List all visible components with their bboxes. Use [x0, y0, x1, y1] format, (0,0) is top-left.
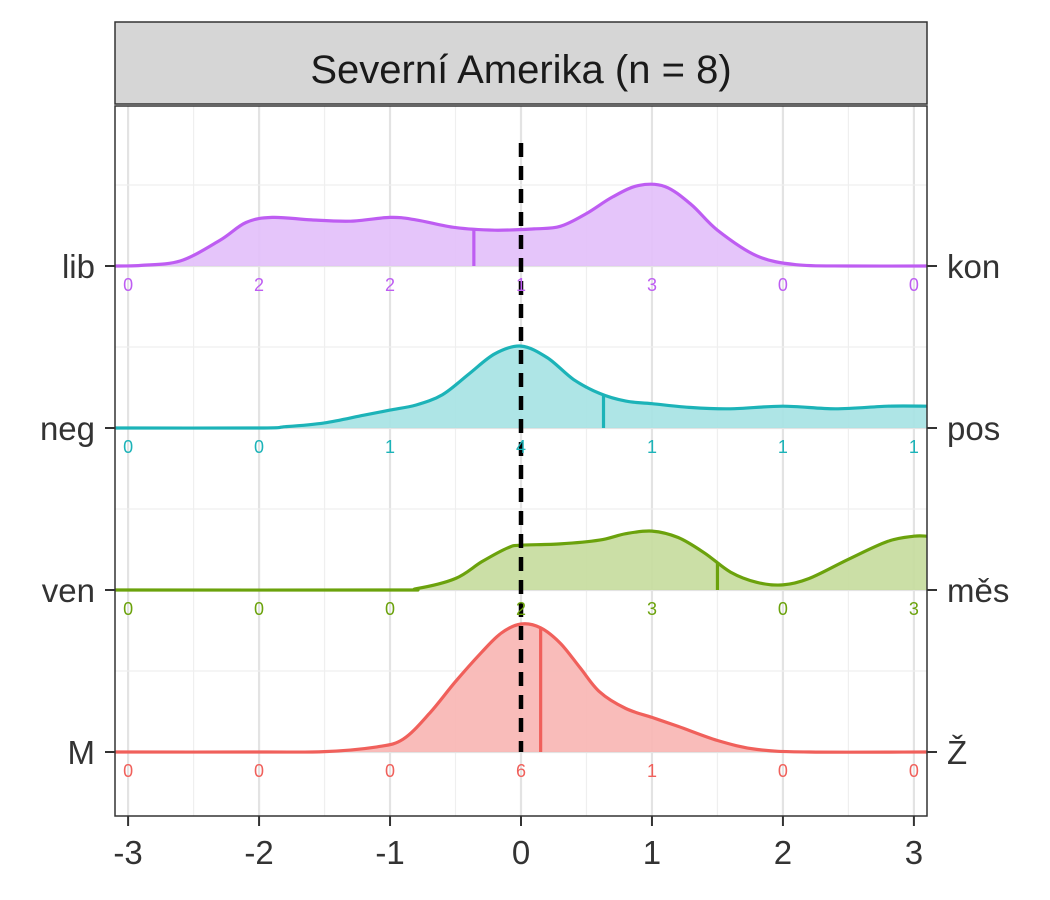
- density-fill: [115, 346, 927, 429]
- count-label: 3: [909, 599, 919, 619]
- density-series: [114, 622, 928, 754]
- count-label: 1: [516, 275, 526, 295]
- count-label: 0: [254, 761, 264, 781]
- x-tick-label: 3: [905, 834, 923, 871]
- count-label: 1: [909, 437, 919, 457]
- count-label: 0: [123, 599, 133, 619]
- count-label: 2: [254, 275, 264, 295]
- density-fill: [115, 623, 927, 753]
- count-label: 2: [516, 599, 526, 619]
- count-label: 1: [778, 437, 788, 457]
- count-label: 0: [123, 437, 133, 457]
- density-line: [114, 622, 928, 754]
- density-fill: [115, 184, 927, 267]
- count-label: 0: [254, 599, 264, 619]
- count-label: 0: [123, 761, 133, 781]
- density-series: [114, 344, 928, 430]
- count-label: 3: [647, 599, 657, 619]
- y-label-right: kon: [947, 248, 1000, 285]
- count-label: 0: [123, 275, 133, 295]
- density-series: [114, 182, 928, 268]
- count-label: 1: [647, 437, 657, 457]
- density-line: [114, 529, 928, 592]
- count-label: 0: [254, 437, 264, 457]
- count-label: 0: [778, 599, 788, 619]
- count-label: 0: [778, 761, 788, 781]
- x-tick-label: -1: [375, 834, 404, 871]
- y-label-left: ven: [42, 572, 95, 609]
- y-label-left: lib: [62, 248, 95, 285]
- count-label: 0: [909, 761, 919, 781]
- count-label: 3: [647, 275, 657, 295]
- count-labels: 0 0 0 6 1 0 0 0 0 0 2 3 0 3 0 0 1 4 1 1 1 0 2 2 1 3 0 0: [123, 275, 919, 781]
- facet-strip: [114, 21, 928, 105]
- count-label: 1: [385, 437, 395, 457]
- y-label-right: pos: [947, 410, 1000, 447]
- count-label: 1: [647, 761, 657, 781]
- count-label: 0: [385, 761, 395, 781]
- count-label: 2: [385, 275, 395, 295]
- y-label-left: neg: [40, 410, 95, 447]
- x-tick-label: -3: [113, 834, 142, 871]
- density-line: [114, 344, 928, 430]
- y-label-right: Ž: [947, 734, 967, 771]
- x-tick-label: 0: [512, 834, 530, 871]
- x-tick-label: -2: [244, 834, 273, 871]
- count-label: 6: [516, 761, 526, 781]
- x-tick-label: 2: [774, 834, 792, 871]
- count-label: 0: [778, 275, 788, 295]
- facet-title: Severní Amerika (n = 8): [310, 48, 731, 92]
- count-label: 0: [385, 599, 395, 619]
- x-tick-label: 1: [643, 834, 661, 871]
- y-label-left: M: [68, 734, 96, 771]
- density-line: [114, 182, 928, 268]
- y-label-right: měs: [947, 572, 1009, 609]
- count-label: 4: [516, 437, 526, 457]
- count-label: 0: [909, 275, 919, 295]
